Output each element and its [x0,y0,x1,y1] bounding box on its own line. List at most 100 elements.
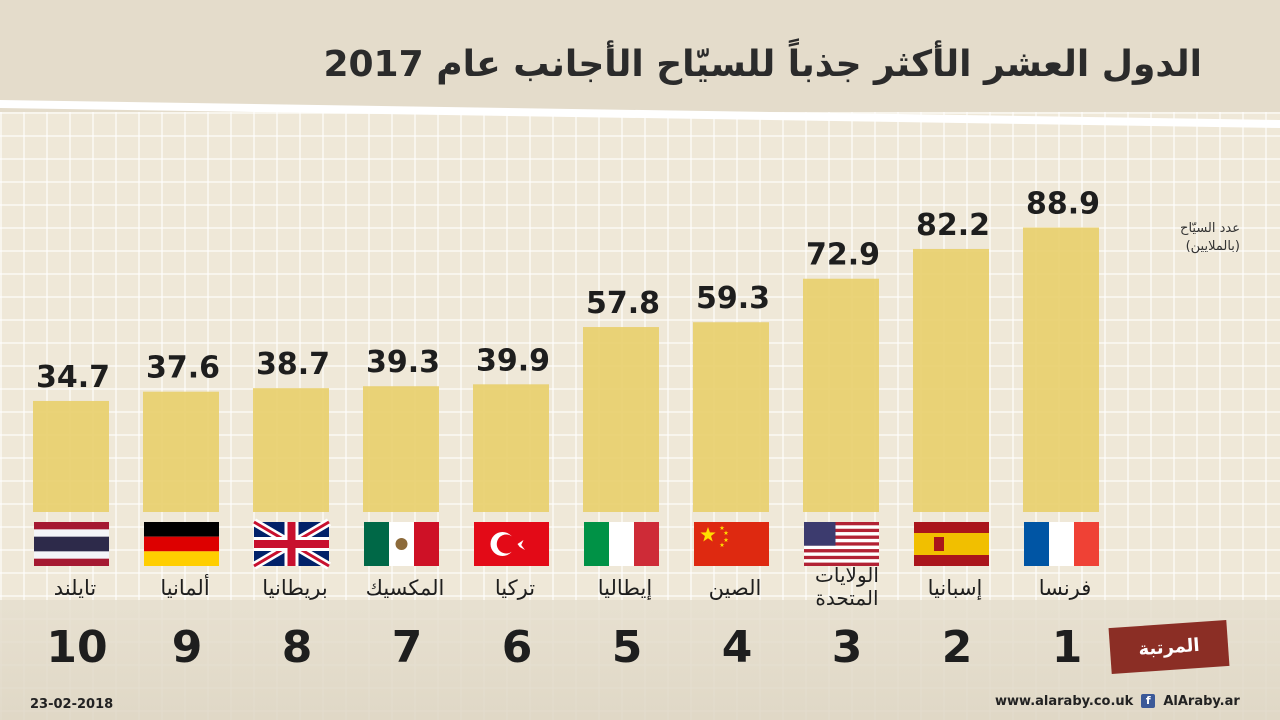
italy-flag [584,522,659,566]
flag-emblem [395,538,408,550]
flag-star [517,540,525,550]
tick-label: إيطاليا [598,576,652,601]
facebook-icon: f [1141,694,1156,708]
flag-stripe [804,532,879,536]
mexico-flag [364,522,439,566]
data-label: 39.3 [366,345,440,380]
rank-number: 4 [722,622,753,673]
rank-number: 5 [612,622,643,673]
uk-flag [251,518,332,570]
title-divider [0,100,1280,128]
flag-stripe [804,535,879,539]
bar [693,322,769,512]
date-label: 23-02-2018 [30,697,114,712]
rank-number: 10 [46,622,107,673]
tick-label: المتحدة [815,586,878,610]
rank-tag: المرتبة [1108,619,1230,675]
unit-label: عدد السيّاح (بالملايين) [1180,220,1240,256]
flag-stripe [609,522,634,566]
flag-stripe [144,536,219,552]
flag-stripe [804,555,879,560]
flag-field [694,522,769,566]
turkey-flag [474,522,549,566]
thailand-flag [34,522,109,566]
bar [913,248,989,512]
bar [253,388,329,512]
site-url[interactable]: www.alaraby.co.uk [995,694,1134,709]
flag-star [723,537,729,543]
data-label: 82.2 [916,208,990,243]
rank-number: 8 [282,622,313,673]
rank-number: 6 [502,622,533,673]
rank-number: 9 [172,622,203,673]
data-label: 57.8 [586,286,660,321]
flag-emblem [934,537,944,551]
bar [583,327,659,512]
header-band [0,0,1280,112]
data-label: 59.3 [696,281,770,316]
usa-flag [804,522,879,566]
tick-label: الولايات [815,563,879,587]
flag-stripe [804,562,879,566]
flag-star [723,530,729,536]
flag-stripe [804,549,879,553]
bar [1023,227,1099,512]
flag-stripe [804,538,879,543]
flag-stripe [804,552,879,556]
flag-star [719,525,725,531]
bar [33,400,109,512]
data-label: 34.7 [36,360,110,395]
rank-number: 7 [392,622,423,673]
flag-crescent [496,534,516,554]
footer-site: www.alaraby.co.uk f AlAraby.ar [995,694,1240,709]
flag-star [700,527,716,542]
tick-label: المكسيك [366,576,445,600]
flag-stripe [804,522,879,526]
rank-number: 1 [1052,622,1083,673]
flag-stripe [144,551,219,566]
germany-flag [144,522,219,566]
flag-stripe [1074,522,1099,566]
tick-label: تايلند [54,576,97,600]
data-label: 72.9 [806,238,880,273]
flag-stripe [804,528,879,533]
france-flag [1024,522,1099,566]
unit-label-line1: عدد السيّاح [1180,221,1240,236]
bar [473,384,549,512]
tick-label: ألمانيا [160,574,209,600]
tick-label: الصين [709,576,762,600]
flag-canton [804,522,836,546]
rank-number: 2 [942,622,973,673]
data-label: 39.9 [476,343,550,378]
flag-stripe [364,522,389,566]
data-label: 38.7 [256,347,330,382]
flag-stripe [584,522,609,566]
bottom-band [0,600,1280,720]
flag-stripe [34,536,109,552]
flag-star [719,542,725,548]
tick-label: فرنسا [1039,576,1092,600]
flag-stripe [804,559,879,563]
rank-number: 3 [832,622,863,673]
flag-stripe [634,522,659,566]
tick-label: إسبانيا [928,576,983,601]
flag-stripe [804,525,879,529]
flag-stripe [804,545,879,550]
tick-label: بريطانيا [262,576,327,600]
spain-flag [914,522,989,566]
data-label: 88.9 [1026,187,1100,222]
bar [363,386,439,512]
bar [803,278,879,512]
flag-stripe [1024,522,1049,566]
flag-stripe [144,522,219,537]
flag-stripe [804,542,879,546]
flag-stripe [914,533,989,555]
china-flag [694,522,769,566]
bar [143,391,219,512]
page-title: الدول العشر الأكثر جذباً للسيّاح الأجانب… [323,44,1202,85]
flag-stripe [414,522,439,566]
social-handle[interactable]: AlAraby.ar [1163,694,1240,709]
tick-label: تركيا [495,576,535,600]
flag-cross [254,540,329,548]
